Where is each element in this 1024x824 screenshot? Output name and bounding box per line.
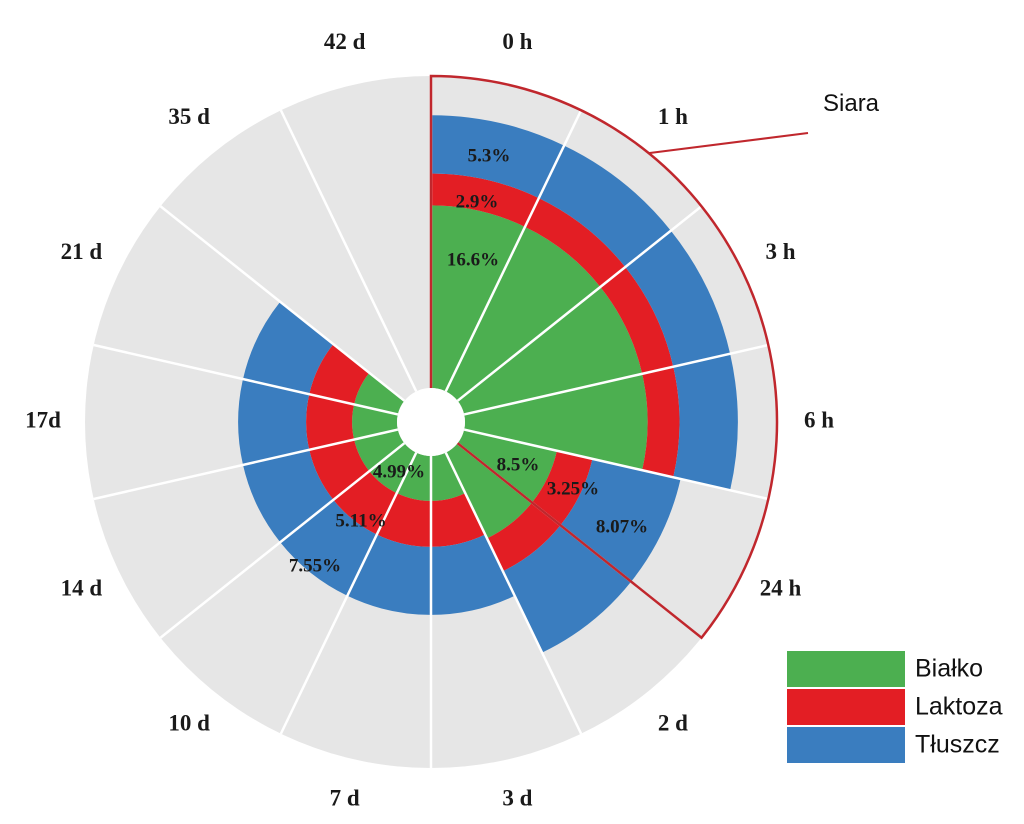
bar-tłuszcz-14d <box>242 449 334 543</box>
data-label-białko: 16.6% <box>447 249 499 270</box>
bar-białko-3d <box>431 452 466 501</box>
bar-białko-7d <box>396 452 431 501</box>
spoke-line <box>456 205 703 402</box>
data-label-laktoza: 5.11% <box>335 510 386 531</box>
bar-białko-24h <box>457 429 557 503</box>
spoke-line <box>159 442 406 639</box>
category-label: 21 d <box>61 239 103 264</box>
data-label-laktoza: 3.25% <box>547 478 599 499</box>
legend-swatch-laktoza <box>787 689 905 725</box>
bar-tłuszcz-3h <box>625 230 731 367</box>
category-label: 3 h <box>766 239 796 264</box>
category-label: 6 h <box>804 407 834 432</box>
legend-label: Laktoza <box>915 693 1003 721</box>
bar-białko-21d <box>354 372 405 415</box>
data-label-tłuszcz: 5.3% <box>468 145 511 166</box>
legend-swatch-tłuszcz <box>787 727 905 763</box>
data-label-laktoza: 2.9% <box>456 191 499 212</box>
category-label: 1 h <box>658 104 688 129</box>
category-label: 14 d <box>61 576 103 601</box>
bar-laktoza-24h <box>532 450 593 526</box>
annotation-label: Siara <box>823 90 880 117</box>
category-label: 10 d <box>168 711 210 736</box>
bar-laktoza-2d <box>487 502 561 572</box>
bar-laktoza-6h <box>642 366 680 478</box>
bar-białko-1h <box>445 226 601 401</box>
spoke-line <box>279 452 418 735</box>
bar-tłuszcz-6h <box>673 353 738 491</box>
category-label: 35 d <box>168 104 210 129</box>
bar-laktoza-14d <box>309 439 370 500</box>
data-label-tłuszcz: 8.07% <box>596 516 648 537</box>
legend-label: Tłuszcz <box>915 731 1000 759</box>
legend-swatch-białko <box>787 651 905 687</box>
bar-tłuszcz-21d <box>242 301 334 395</box>
bar-laktoza-17d <box>306 394 355 450</box>
bar-białko-14d <box>354 429 405 472</box>
spoke-line <box>444 452 583 735</box>
spoke-line <box>279 109 418 392</box>
legend-label: Białko <box>915 655 983 683</box>
data-label-tłuszcz: 7.55% <box>289 555 341 576</box>
bar-tłuszcz-0h <box>431 115 565 199</box>
bar-białko-2d <box>445 443 533 539</box>
spoke-line <box>93 343 399 416</box>
spoke-line <box>159 205 406 402</box>
bar-laktoza-21d <box>309 344 370 405</box>
bar-białko-0h <box>431 205 525 392</box>
data-label-białko: 4.99% <box>373 461 425 482</box>
category-label: 3 d <box>502 786 532 811</box>
bar-białko-17d <box>352 404 398 440</box>
bar-białko-6h <box>464 373 648 471</box>
bar-białko-10d <box>369 443 417 494</box>
category-label: 0 h <box>502 29 532 54</box>
annotation-bracket <box>429 74 779 640</box>
bar-laktoza-10d <box>333 471 397 535</box>
category-label: 7 d <box>330 786 360 811</box>
bar-laktoza-1h <box>524 198 626 287</box>
category-label: 17d <box>25 407 61 432</box>
bar-laktoza-0h <box>431 173 539 227</box>
category-label: 42 d <box>324 29 366 54</box>
bar-laktoza-3h <box>600 267 674 374</box>
data-label-białko: 8.5% <box>497 454 540 475</box>
category-label: 24 h <box>760 576 802 601</box>
bar-tłuszcz-24h <box>560 458 681 582</box>
bar-tłuszcz-17d <box>238 379 310 465</box>
annotation-leader <box>648 132 809 155</box>
spoke-line <box>93 428 399 501</box>
center-hole <box>397 388 465 456</box>
spoke-line <box>463 343 769 416</box>
spoke-line <box>463 428 769 501</box>
spoke-line <box>444 109 583 392</box>
bar-białko-3h <box>457 286 643 415</box>
bar-tłuszcz-1h <box>538 145 671 268</box>
category-label: 2 d <box>658 711 688 736</box>
